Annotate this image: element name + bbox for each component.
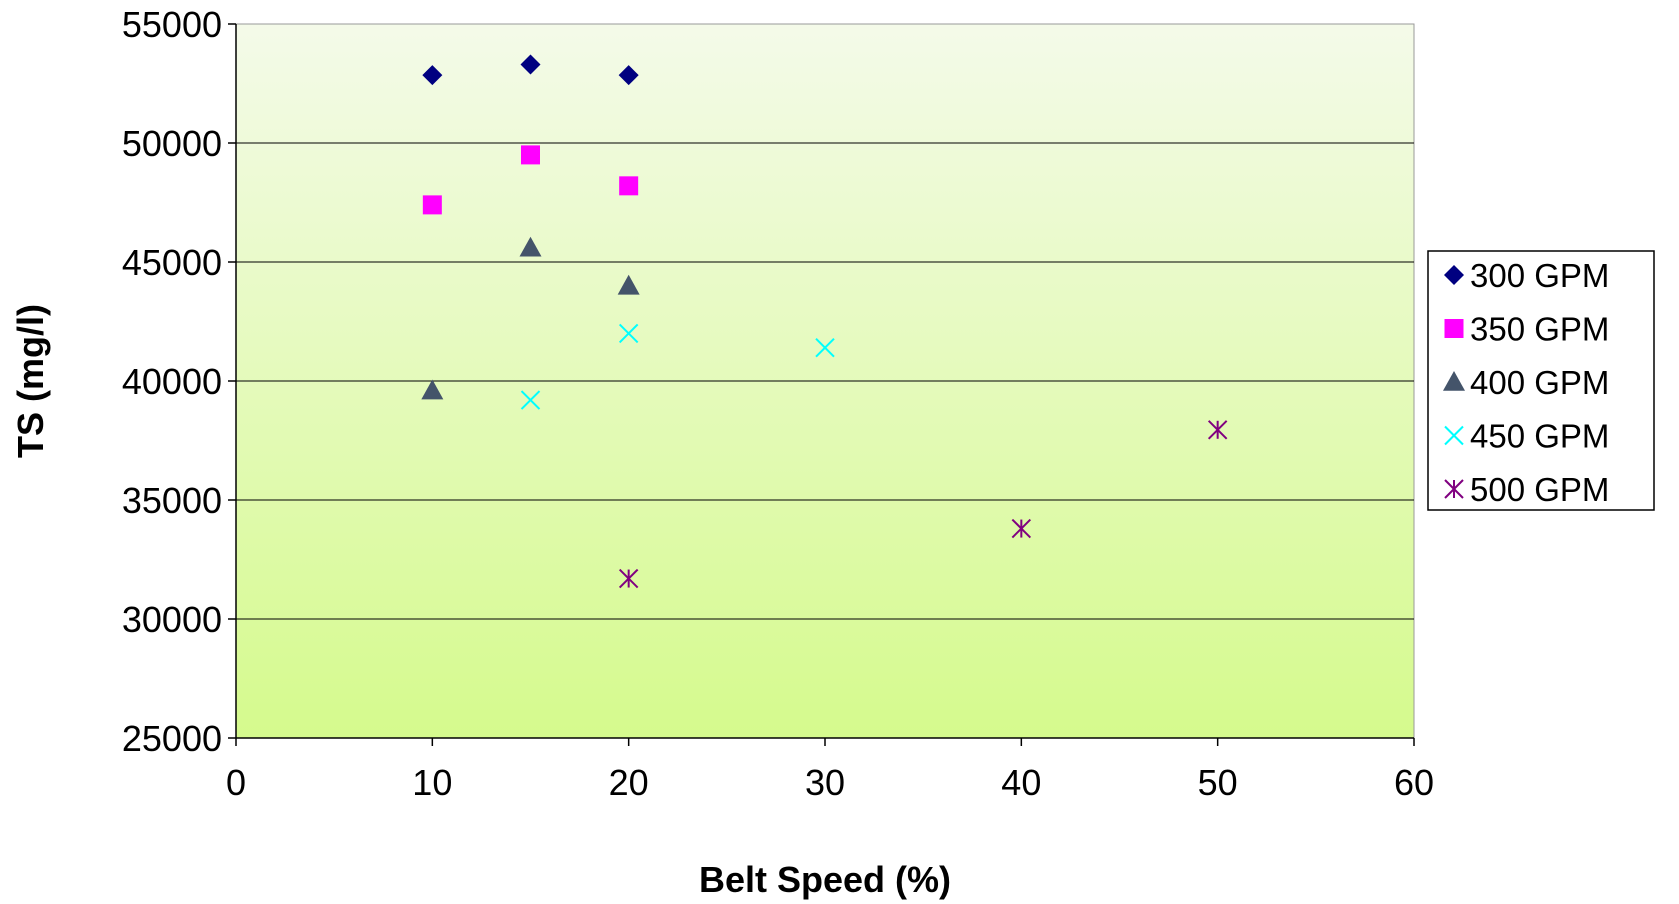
series-4: [618, 420, 1228, 589]
data-point: [815, 337, 835, 358]
legend-marker: [1444, 479, 1464, 499]
data-point: [421, 379, 444, 400]
x-tick-label: 50: [1198, 762, 1238, 803]
legend-marker: [1443, 371, 1465, 391]
x-tick-label: 20: [609, 762, 649, 803]
legend-item: 300 GPM: [1444, 257, 1609, 294]
legend-item: 350 GPM: [1444, 311, 1609, 348]
y-tick-label: 40000: [122, 361, 222, 402]
series-0: [422, 54, 639, 86]
legend-marker: [1444, 319, 1464, 338]
legend-marker: [1444, 265, 1464, 285]
data-point: [520, 390, 541, 410]
legend-box: [1427, 250, 1655, 511]
data-point: [617, 274, 640, 295]
data-point: [422, 195, 442, 215]
axes: 25000 30000 35000 40000 45000 50000 55000 0 10 20…: [122, 4, 1434, 803]
data-point: [519, 236, 542, 257]
legend-label: 500 GPM: [1470, 471, 1609, 508]
legend-label: 350 GPM: [1470, 311, 1609, 348]
legend-label: 450 GPM: [1470, 418, 1609, 455]
x-tick-label: 60: [1394, 762, 1434, 803]
y-tick-label: 25000: [122, 718, 222, 759]
legend-item: 450 GPM: [1444, 418, 1609, 455]
data-point: [618, 65, 639, 86]
x-tick-label: 40: [1001, 762, 1041, 803]
data-point: [520, 54, 541, 75]
y-tick-label: 55000: [122, 4, 222, 45]
legend-marker: [1444, 425, 1464, 446]
legend-label: 300 GPM: [1470, 257, 1609, 294]
x-tick-label: 10: [412, 762, 452, 803]
data-point: [521, 145, 540, 165]
data-point: [1207, 420, 1228, 440]
y-tick-label: 30000: [122, 599, 222, 640]
legend-item: 500 GPM: [1444, 471, 1609, 508]
legend-label: 400 GPM: [1470, 364, 1609, 401]
data-point: [619, 176, 639, 196]
y-tick-label: 50000: [122, 123, 222, 164]
y-tick-label: 45000: [122, 242, 222, 283]
y-tick-label: 35000: [122, 480, 222, 521]
x-axis-title: Belt Speed (%): [699, 859, 951, 900]
series-2: [421, 236, 640, 400]
x-tick-label: 30: [805, 762, 845, 803]
data-point: [422, 65, 443, 86]
data-points: [421, 54, 1228, 589]
data-point: [618, 568, 639, 589]
x-tick-label: 0: [226, 762, 246, 803]
legend: 300 GPM 350 GPM 400 GPM 450 GPM 500 GPM: [1427, 250, 1655, 511]
legend-item: 400 GPM: [1443, 364, 1609, 401]
y-axis-title: TS (mg/l): [10, 304, 51, 458]
series-1: [422, 145, 639, 215]
series-3: [520, 323, 835, 410]
data-point: [1011, 518, 1032, 539]
data-point: [618, 323, 639, 344]
